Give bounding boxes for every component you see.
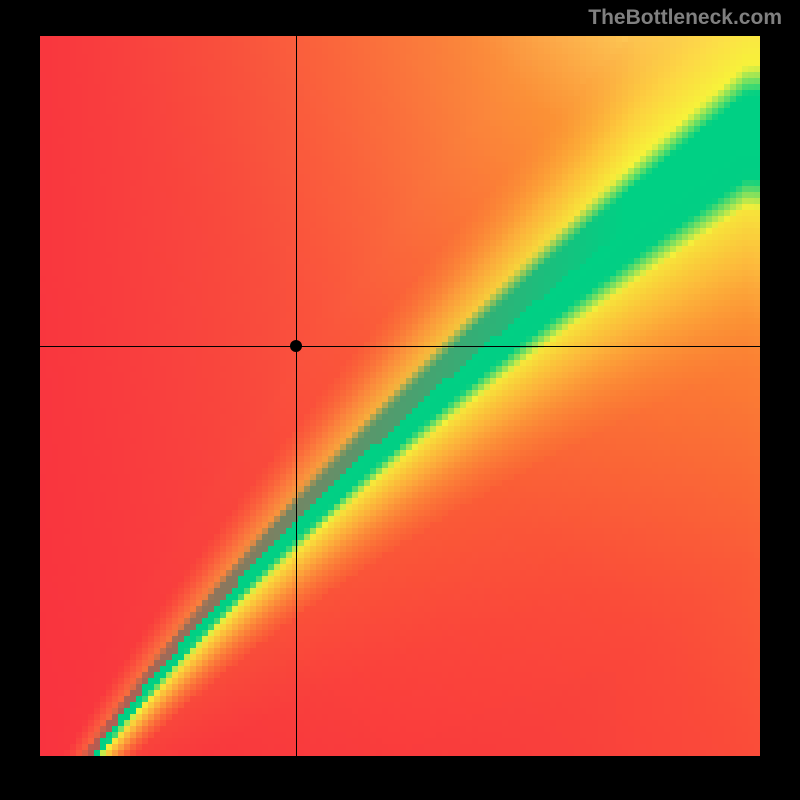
watermark: TheBottleneck.com [588,6,782,30]
heatmap-canvas [40,36,760,756]
crosshair-marker [290,340,302,352]
crosshair-horizontal [40,346,760,347]
crosshair-vertical [296,36,297,756]
bottleneck-heatmap [40,36,760,756]
